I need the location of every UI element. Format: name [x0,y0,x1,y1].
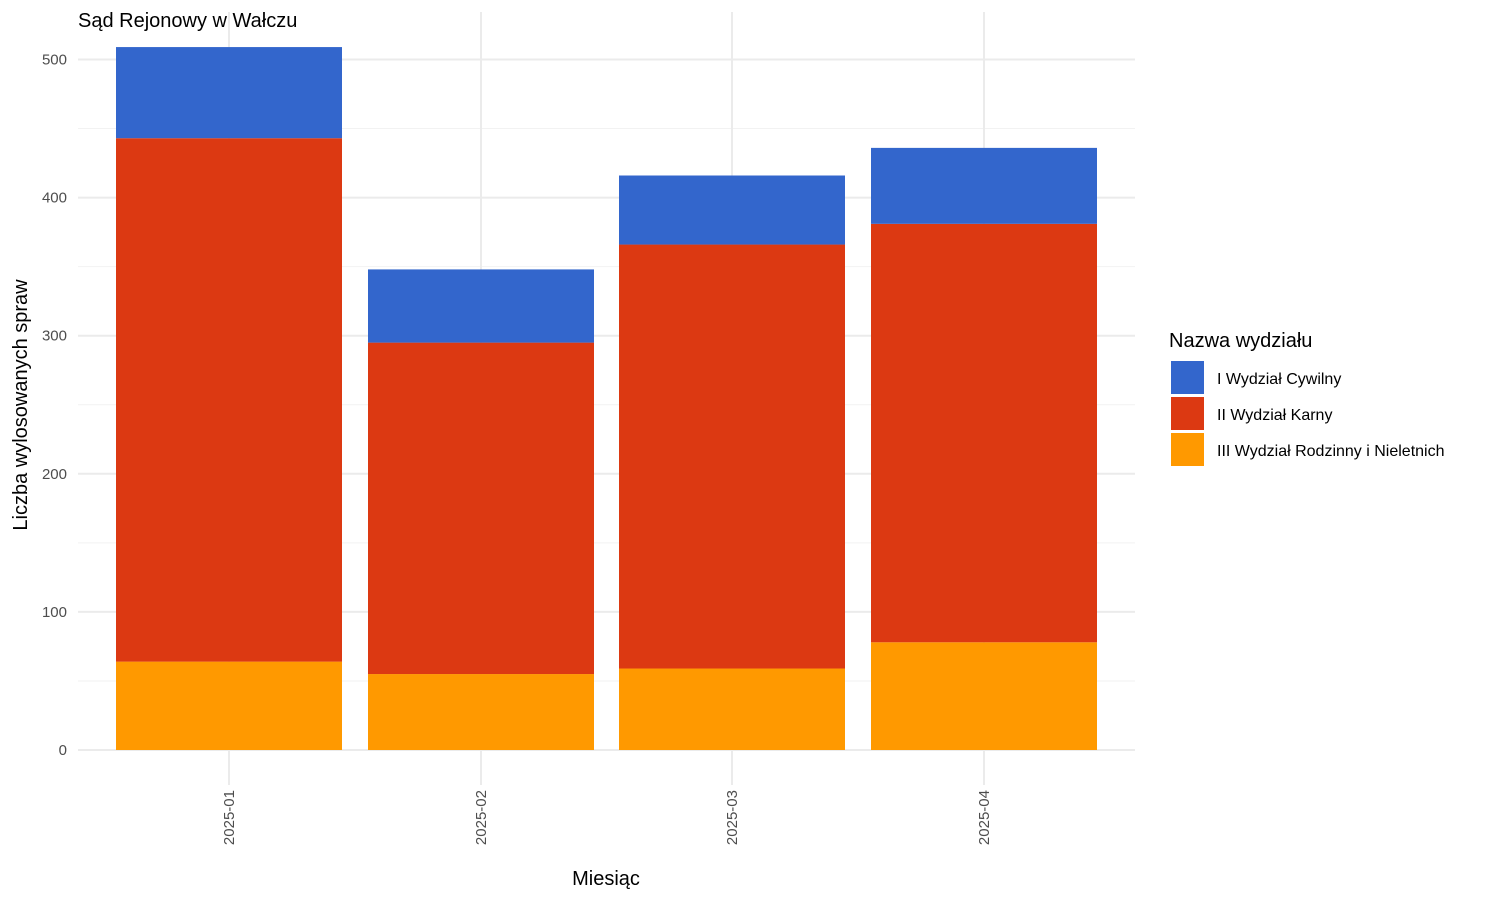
bar-segment [619,244,845,669]
bar-segment [368,269,594,343]
legend-key [1171,361,1204,394]
y-tick-label: 300 [42,328,67,345]
bar-segment [116,138,342,662]
legend-label: II Wydział Karny [1217,407,1332,424]
legend-key [1171,397,1204,430]
bar-segment [871,642,1097,750]
y-tick-label: 500 [42,52,67,69]
legend: Nazwa wydziału I Wydział Cywilny II Wydzi… [1169,330,1445,466]
y-axis-ticks: 0 100 200 300 400 500 [42,52,67,760]
bar-segment [368,674,594,750]
bar-segment [871,223,1097,643]
x-axis-ticks: 2025-01 2025-02 2025-03 2025-04 [221,790,993,845]
bar-segment [619,175,845,245]
legend-title: Nazwa wydziału [1169,330,1312,352]
y-tick-label: 100 [42,604,67,621]
chart-title: Sąd Rejonowy w Wałczu [78,10,297,32]
legend-label: III Wydział Rodzinny i Nieletnich [1217,443,1445,460]
bars [116,47,1097,750]
bar-segment [116,47,342,139]
x-axis-title: Miesiąc [572,868,640,890]
x-tick-label: 2025-01 [221,790,238,845]
bar-segment [619,668,845,750]
legend-items: I Wydział Cywilny II Wydział Karny III Wyd… [1171,361,1445,466]
y-tick-label: 400 [42,190,67,207]
y-tick-label: 200 [42,466,67,483]
legend-label: I Wydział Cywilny [1217,371,1341,388]
bar-segment [368,342,594,675]
legend-key [1171,433,1204,466]
x-tick-label: 2025-04 [976,790,993,845]
x-tick-label: 2025-02 [473,790,490,845]
x-tick-label: 2025-03 [724,790,741,845]
y-axis-title: Liczba wylosowanych spraw [10,279,32,531]
bar-segment [116,661,342,750]
y-tick-label: 0 [59,742,67,759]
bar-segment [871,147,1097,224]
